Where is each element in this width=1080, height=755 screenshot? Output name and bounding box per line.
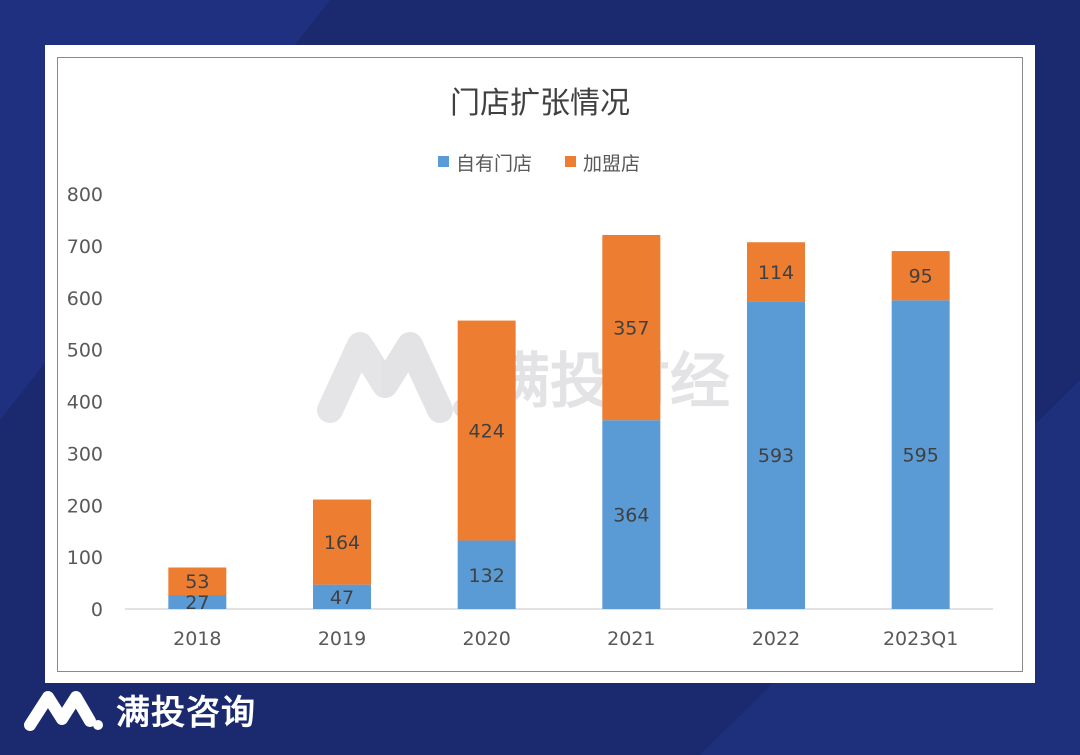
x-tick-label: 2019 <box>318 628 366 650</box>
legend-label-own: 自有门店 <box>456 153 532 175</box>
legend-swatch-franchise <box>565 156 576 167</box>
x-tick-label: 2021 <box>607 628 655 650</box>
data-label: 424 <box>469 421 505 443</box>
legend-swatch-own <box>438 156 449 167</box>
bar-franchise-2019 <box>313 499 371 585</box>
legend-label-franchise: 加盟店 <box>583 153 640 175</box>
data-label: 47 <box>330 587 354 609</box>
data-label: 53 <box>185 571 209 593</box>
bar-franchise-2023Q1 <box>891 251 950 301</box>
bar-franchise-2018 <box>168 567 227 595</box>
x-tick-label: 2023Q1 <box>883 628 958 650</box>
watermark: 满投财经 <box>317 332 730 423</box>
bar-own-2022 <box>747 301 805 609</box>
y-tick-label: 700 <box>67 236 103 258</box>
data-label: 132 <box>469 565 505 587</box>
x-tick-label: 2022 <box>752 628 800 650</box>
bar-own-2020 <box>457 540 516 609</box>
brand-logo-icon <box>24 691 103 731</box>
data-label: 595 <box>903 445 939 467</box>
y-tick-label: 300 <box>67 443 103 465</box>
data-label: 357 <box>613 318 649 340</box>
y-tick-label: 400 <box>67 392 103 414</box>
y-tick-label: 0 <box>91 599 103 621</box>
data-label: 164 <box>324 532 360 554</box>
chart-title: 门店扩张情况 <box>450 86 630 121</box>
y-tick-label: 100 <box>67 547 103 569</box>
bar-own-2018 <box>168 594 227 609</box>
bar-franchise-2020 <box>457 320 516 541</box>
bar-own-2023Q1 <box>891 300 950 609</box>
data-label: 114 <box>758 262 794 284</box>
y-tick-label: 600 <box>67 288 103 310</box>
y-tick-label: 200 <box>67 495 103 517</box>
data-label: 593 <box>758 445 794 467</box>
legend: 自有门店 加盟店 <box>438 153 640 175</box>
bar-franchise-2022 <box>747 242 805 302</box>
data-label: 364 <box>613 505 649 527</box>
bar-own-2019 <box>313 584 371 609</box>
y-tick-label: 500 <box>67 340 103 362</box>
x-tick-label: 2020 <box>462 628 510 650</box>
bar-franchise-2021 <box>602 234 661 421</box>
data-label: 95 <box>909 266 933 288</box>
y-tick-label: 800 <box>67 184 103 206</box>
chart-border <box>57 57 1023 672</box>
x-tick-label: 2018 <box>173 628 221 650</box>
brand-name: 满投咨询 <box>116 692 256 733</box>
bar-own-2021 <box>602 420 661 609</box>
brand-footer: 满投咨询 <box>22 684 256 734</box>
data-label: 27 <box>185 592 209 614</box>
